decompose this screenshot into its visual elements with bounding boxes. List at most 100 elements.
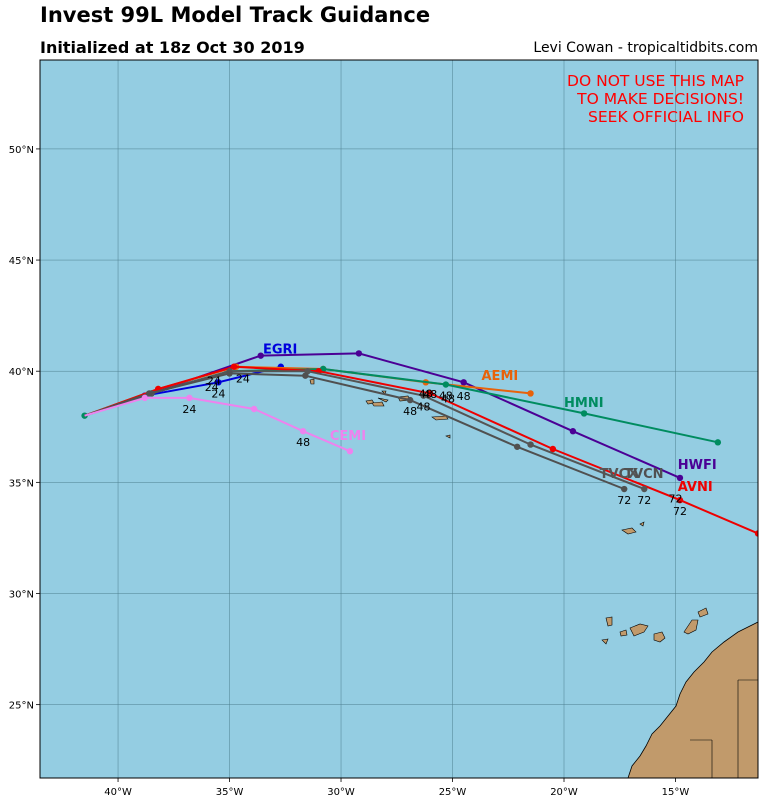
- model-label-avni: AVNI: [678, 480, 713, 495]
- forecast-hour-label: 24: [236, 372, 250, 385]
- canary-island: [605, 616, 613, 627]
- azores-island: [445, 434, 451, 439]
- warning-line-1: DO NOT USE THIS MAP: [567, 72, 744, 90]
- lon-tick-label: 30°W: [327, 787, 355, 798]
- canary-island: [629, 623, 649, 637]
- model-label-hwfi: HWFI: [678, 458, 717, 473]
- map-credit: Levi Cowan - tropicaltidbits.com: [533, 40, 758, 56]
- track-point-cemi: [141, 394, 149, 402]
- track-point-avni: [754, 530, 758, 537]
- canary-island: [653, 631, 666, 643]
- track-point-hwfi: [257, 352, 264, 359]
- track-point-avni: [230, 363, 238, 370]
- lat-tick-label: 30°N: [9, 589, 34, 600]
- model-label-hmni: HMNI: [564, 396, 604, 411]
- warning-line-2: TO MAKE DECISIONS!: [576, 90, 744, 108]
- track-point-hwfi: [355, 350, 363, 357]
- azores-island: [431, 415, 449, 421]
- canary-island: [683, 619, 699, 635]
- track-point-hwfi: [569, 428, 577, 435]
- track-point-cemi: [346, 448, 354, 455]
- map-subtitle: Initialized at 18z Oct 30 2019: [40, 38, 305, 57]
- lat-tick-label: 40°N: [9, 367, 34, 378]
- model-label-tvcx: TVCX: [600, 467, 639, 482]
- forecast-hour-label: 24: [207, 375, 221, 388]
- track-point-tvcn: [406, 396, 414, 404]
- lat-tick-label: 35°N: [9, 478, 34, 489]
- madeira-island: [621, 527, 637, 535]
- track-point-hwfi: [676, 474, 684, 482]
- track-point-cemi: [250, 405, 258, 413]
- track-point-egri: [215, 379, 222, 386]
- forecast-hour-label: 48: [419, 387, 433, 400]
- forecast-hour-label: 48: [403, 405, 417, 418]
- track-point-tvcn: [621, 485, 628, 493]
- forecast-hour-label: 24: [211, 387, 225, 400]
- canary-island: [697, 607, 709, 618]
- track-point-hmni: [714, 439, 722, 446]
- lat-tick-label: 45°N: [9, 256, 34, 267]
- forecast-hour-label: 48: [423, 388, 437, 401]
- axis-ticks: 40°W 35°W 30°W 25°W 20°W 15°W 25°N 30°N 35°N 40°N…: [9, 145, 690, 798]
- border-line: [690, 679, 758, 778]
- track-point-tvcn: [513, 443, 521, 450]
- madeira-island: [639, 521, 645, 527]
- track-point-cemi: [299, 428, 307, 435]
- ocean-background: [40, 60, 758, 778]
- model-label-egri: EGRI: [263, 342, 297, 357]
- track-point-hwfi: [460, 379, 467, 386]
- lon-tick-label: 20°W: [550, 787, 578, 798]
- track-point-cemi: [186, 394, 193, 402]
- track-point-avni: [549, 445, 557, 453]
- track-cemi: [84, 396, 351, 453]
- model-label-cemi: CEMI: [330, 429, 366, 444]
- africa-coast: [627, 621, 758, 778]
- model-label-tvcn: TVCN: [624, 467, 663, 482]
- lat-tick-label: 25°N: [9, 701, 34, 712]
- forecast-hour-label: 48: [441, 392, 455, 405]
- track-point-aemi: [527, 390, 534, 397]
- forecast-hour-label: 48: [417, 401, 431, 414]
- model-label-aemi: AEMI: [482, 369, 519, 384]
- track-point-hmni: [580, 410, 588, 417]
- track-avni: [84, 365, 758, 535]
- azores-island: [309, 378, 315, 385]
- azores-island: [371, 401, 385, 407]
- track-point-tvcn: [226, 370, 233, 377]
- forecast-hour-label: 72: [617, 494, 631, 507]
- forecast-hour-label: 72: [637, 494, 651, 507]
- forecast-hour-label: 24: [182, 403, 196, 416]
- azores-island: [377, 397, 389, 403]
- track-point-tvcn: [302, 372, 309, 379]
- track-point-tvcx: [527, 441, 534, 448]
- forecast-hour-label: 48: [439, 390, 453, 403]
- warning-line-3: SEEK OFFICIAL INFO: [588, 108, 744, 126]
- forecast-hour-label: 48: [457, 390, 471, 403]
- track-point-tvcx: [641, 485, 648, 493]
- canary-island: [601, 638, 609, 645]
- forecast-hour-label: 48: [296, 436, 310, 449]
- lon-tick-label: 15°W: [662, 787, 690, 798]
- lon-tick-label: 35°W: [216, 787, 244, 798]
- lat-tick-label: 50°N: [9, 145, 34, 156]
- track-point-avni: [676, 496, 684, 504]
- track-point-hmni: [442, 381, 450, 388]
- land-areas: [309, 378, 758, 778]
- lon-tick-label: 40°W: [104, 787, 132, 798]
- model-tracks: [81, 350, 758, 537]
- lon-tick-label: 25°W: [439, 787, 467, 798]
- track-point-avni: [427, 390, 434, 397]
- forecast-hour-label: 72: [668, 492, 682, 505]
- warning-text: DO NOT USE THIS MAP TO MAKE DECISIONS! S…: [567, 72, 744, 126]
- forecast-hour-label: 24: [205, 381, 219, 394]
- map-frame: [39, 59, 759, 779]
- grid-lines: [40, 60, 758, 778]
- canary-island: [619, 629, 628, 637]
- forecast-hour-label: 72: [673, 505, 687, 518]
- track-point-tvcn: [146, 390, 153, 397]
- map-title: Invest 99L Model Track Guidance: [40, 3, 431, 27]
- track-point-tvcx: [420, 392, 427, 399]
